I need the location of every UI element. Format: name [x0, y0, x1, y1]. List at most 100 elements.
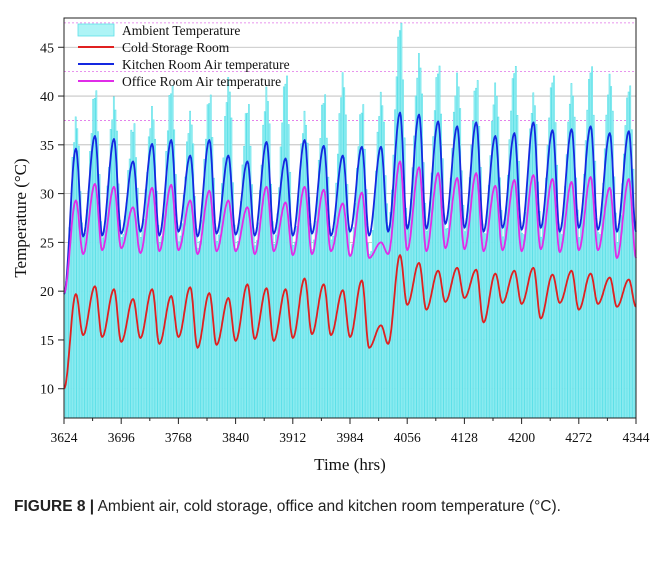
ambient-bar [111, 119, 114, 419]
ambient-bar [546, 145, 549, 419]
ambient-bar [513, 73, 516, 419]
ambient-bar [561, 234, 563, 419]
x-tick-label: 3768 [165, 430, 192, 445]
ambient-bar [540, 236, 543, 419]
ambient-bar [244, 113, 247, 419]
ambient-bar [445, 228, 447, 419]
y-tick-label: 15 [40, 334, 54, 349]
ambient-bar [179, 235, 182, 419]
ambient-bar [214, 227, 217, 419]
ambient-bar [400, 22, 403, 419]
ambient-bar [235, 248, 238, 419]
y-tick-label: 10 [40, 383, 54, 398]
ambient-bar [219, 217, 222, 419]
x-axis-label: Time (hrs) [314, 455, 386, 474]
ambient-bar [141, 230, 144, 419]
ambient-bar [216, 240, 218, 419]
ambient-bar [559, 232, 562, 419]
series-lines [63, 111, 637, 390]
ambient-bar [243, 145, 245, 419]
ambient-bar [132, 131, 134, 419]
x-tick-label: 4128 [451, 430, 478, 445]
ambient-bar [89, 151, 91, 419]
ambient-bar [103, 229, 106, 419]
caption-text: Ambient air, cold storage, office and ki… [94, 498, 561, 515]
ambient-bar [472, 120, 474, 419]
ambient-bar [149, 128, 152, 419]
ambient-bar [227, 77, 230, 419]
y-tick-label: 25 [40, 236, 54, 251]
ambient-bar [553, 75, 555, 419]
ambient-bar [230, 117, 233, 419]
legend-label: Ambient Temperature [122, 23, 240, 38]
y-tick-label: 20 [40, 285, 54, 300]
chart: 3624 3696 3768 3840 3912 3984 4056 4128 4200 4272… [11, 17, 650, 474]
ambient-bar [290, 230, 293, 419]
x-tick-label: 3840 [222, 430, 249, 445]
ambient-bar [120, 237, 123, 419]
ambient-bar [568, 103, 571, 419]
x-tick-label: 3984 [337, 430, 364, 445]
ambient-bar [186, 141, 188, 419]
ambient-bar [284, 83, 287, 419]
legend-label: Cold Storage Room [122, 40, 230, 55]
ambient-bar [233, 224, 236, 419]
caption-label: FIGURE 8 | [14, 498, 95, 515]
ambient-bar [221, 183, 223, 419]
ambient-bar [589, 72, 592, 419]
ambient-bar [176, 225, 179, 419]
ambient-bar [157, 224, 160, 419]
ambient-bar [178, 241, 180, 419]
ambient-bar [319, 138, 322, 419]
ambient-bar [100, 221, 102, 419]
ambient-bar [371, 230, 374, 419]
ambient-bar [187, 133, 190, 419]
series-line-2 [63, 111, 637, 295]
ambient-bar [370, 251, 373, 419]
ambient-bar [532, 92, 535, 419]
ambient-bar [454, 95, 457, 419]
ambient-bar [208, 103, 211, 419]
ambient-bar [503, 222, 506, 419]
ambient-bar [502, 236, 504, 419]
ambient-bar [580, 221, 582, 419]
ambient-bar [90, 133, 93, 419]
ambient-bar [367, 243, 369, 419]
ambient-bar [465, 218, 468, 419]
ambient-bar [343, 87, 346, 419]
ambient-bar [317, 159, 320, 419]
ambient-bar [584, 140, 587, 419]
ambient-bar [494, 82, 497, 419]
y-tick-label: 40 [40, 90, 54, 105]
axis-ticks: 3624 3696 3768 3840 3912 3984 4056 4128 4200 4272… [40, 41, 650, 445]
ambient-bar [373, 199, 376, 419]
x-tick-label: 4272 [565, 430, 592, 445]
ambient-bar [205, 138, 207, 419]
ambient-bar [624, 125, 627, 419]
ambient-bar [171, 85, 174, 419]
ambient-bar [557, 223, 560, 419]
y-tick-label: 45 [40, 41, 54, 56]
ambient-bar [397, 36, 400, 419]
ambient-bar [160, 236, 163, 419]
ambient-bar [101, 237, 104, 419]
ambient-bar [122, 233, 125, 419]
ambient-bar [65, 281, 68, 419]
ambient-bar [195, 229, 198, 419]
ambient-bar [335, 182, 338, 419]
ambient-bar [124, 215, 126, 419]
ambient-bar [359, 114, 361, 419]
ambient-bar [567, 121, 570, 419]
ambient-bar [627, 91, 630, 419]
ambient-bar [198, 241, 201, 419]
ambient-bar [511, 78, 514, 419]
ambient-bar [147, 136, 150, 419]
ambient-bar [278, 187, 280, 419]
ambient-bar [492, 104, 495, 419]
ambient-bar [263, 111, 266, 419]
ambient-bar [287, 124, 290, 419]
ambient-bar [292, 244, 295, 419]
ambient-bar [386, 203, 388, 419]
ambient-bar [330, 239, 333, 419]
ambient-bar [139, 237, 142, 419]
